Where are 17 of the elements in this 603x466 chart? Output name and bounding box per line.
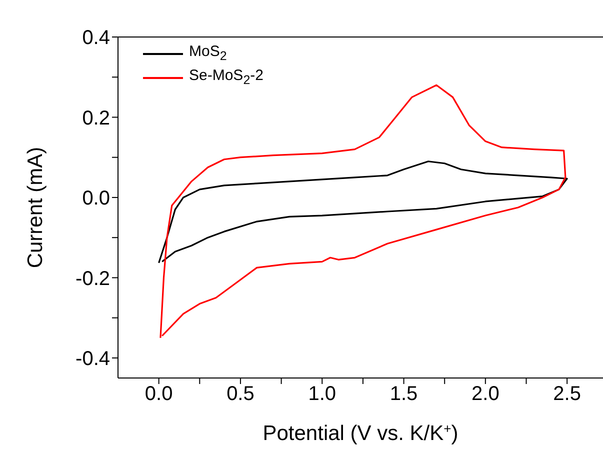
y-tick-label: 0.0: [82, 188, 110, 210]
x-tick-label: 0.5: [226, 383, 254, 406]
line-series: [160, 84, 566, 339]
x-axis-title: Potential (V vs. K/K$^{+}$): [262, 420, 458, 445]
line-series: [158, 160, 568, 264]
y-tick-label: -0.4: [76, 348, 110, 370]
x-tick-label: 0.0: [144, 383, 173, 406]
x-tick-label: 1.0: [308, 383, 336, 406]
x-tick-label: 2.5: [553, 383, 581, 406]
y-tick-label: 0.2: [82, 107, 110, 130]
y-axis-title: Current (mA): [24, 146, 47, 268]
x-tick-label: 1.5: [390, 383, 418, 406]
x-tick-label: 2.0: [472, 383, 500, 406]
legend-label: Se-MoS$_{2}$-2: [189, 67, 264, 89]
legend-label: MoS$_{2}$: [189, 43, 227, 65]
y-tick-label: 0.4: [82, 27, 110, 50]
y-tick-label: -0.2: [76, 268, 110, 290]
